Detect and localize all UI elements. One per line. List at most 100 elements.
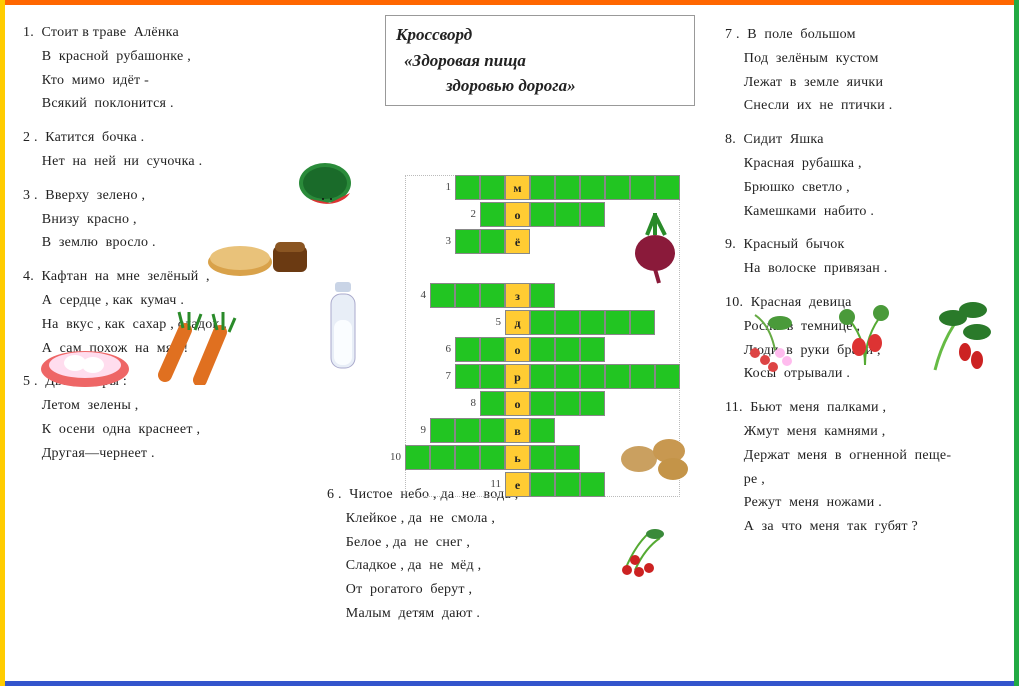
grid-cell[interactable] (630, 364, 655, 389)
grid-cell[interactable] (530, 418, 555, 443)
grid-cell[interactable] (430, 418, 455, 443)
key-cell[interactable]: в (505, 418, 530, 443)
grid-cell[interactable] (480, 229, 505, 254)
grid-cell[interactable] (530, 364, 555, 389)
grid-cell[interactable] (605, 364, 630, 389)
row-number: 3 (429, 229, 451, 254)
grid-cell[interactable] (555, 310, 580, 335)
grid-cell[interactable] (655, 364, 680, 389)
grid-cell[interactable] (480, 202, 505, 227)
key-cell[interactable]: ь (505, 445, 530, 470)
clue-line: Летом зелены , (23, 394, 323, 418)
clue-line: 11. Бьют меня палками , (725, 396, 995, 420)
clue-line: А за что меня так губят ? (725, 515, 995, 539)
clue: 7 . В поле большом Под зелёным кустом Ле… (725, 23, 995, 118)
grid-cell[interactable] (555, 445, 580, 470)
milk-icon (323, 280, 363, 375)
key-cell[interactable]: о (505, 391, 530, 416)
key-cell[interactable]: е (505, 472, 530, 497)
clue-line: Камешками набито . (725, 200, 995, 224)
grid-cell[interactable] (580, 472, 605, 497)
key-cell[interactable]: о (505, 337, 530, 362)
grid-cell[interactable] (480, 175, 505, 200)
grid-cell[interactable] (530, 310, 555, 335)
grid-cell[interactable] (605, 310, 630, 335)
row-number: 2 (454, 202, 476, 227)
clue: 9. Красный бычок На волоске привязан . (725, 233, 995, 281)
grid-cell[interactable] (530, 337, 555, 362)
grid-cell[interactable] (405, 445, 430, 470)
key-cell[interactable]: р (505, 364, 530, 389)
row-number: 10 (379, 445, 401, 470)
border-right (1014, 0, 1019, 686)
bread-icon (205, 230, 315, 280)
grid-cell[interactable] (455, 364, 480, 389)
grid-cell[interactable] (580, 202, 605, 227)
page: Кроссворд «Здоровая пища здоровью дорога… (5, 5, 1014, 681)
grid-cell[interactable] (580, 310, 605, 335)
row-number: 8 (454, 391, 476, 416)
key-cell[interactable]: ё (505, 229, 530, 254)
row-number: 11 (479, 472, 501, 497)
cranberries-icon (605, 520, 680, 585)
grid-cell[interactable] (555, 337, 580, 362)
grid-cell[interactable] (655, 175, 680, 200)
grid-cell[interactable] (605, 175, 630, 200)
rosehip-icon (915, 290, 1000, 385)
grid-cell[interactable] (480, 337, 505, 362)
grid-cell[interactable] (455, 229, 480, 254)
grid-cell[interactable] (480, 364, 505, 389)
clues-right: 7 . В поле большом Под зелёным кустом Ле… (725, 23, 995, 549)
grid-cell[interactable] (555, 391, 580, 416)
clue-line: Другая—чернеет . (23, 442, 323, 466)
grid-cell[interactable] (530, 391, 555, 416)
key-cell[interactable]: з (505, 283, 530, 308)
grid-cell[interactable] (480, 391, 505, 416)
grid-cell[interactable] (530, 472, 555, 497)
grid-cell[interactable] (630, 310, 655, 335)
grid-cell[interactable] (555, 472, 580, 497)
grid-cell[interactable] (455, 283, 480, 308)
grid-cell[interactable] (580, 175, 605, 200)
grid-cell[interactable] (455, 418, 480, 443)
title-line2: «Здоровая пища (396, 48, 684, 74)
grid-cell[interactable] (480, 418, 505, 443)
grid-cell[interactable] (455, 445, 480, 470)
grid-cell[interactable] (430, 445, 455, 470)
clue-line: На волоске привязан . (725, 257, 995, 281)
key-cell[interactable]: о (505, 202, 530, 227)
eggs-plate-icon (35, 335, 135, 390)
grid-cell[interactable] (530, 283, 555, 308)
row-number: 1 (429, 175, 451, 200)
grid-cell[interactable] (580, 337, 605, 362)
grid-cell[interactable] (555, 202, 580, 227)
strawberry-plant-icon (825, 295, 905, 385)
potatoes-icon (615, 425, 700, 485)
grid-cell[interactable] (580, 364, 605, 389)
grid-cell[interactable] (630, 175, 655, 200)
grid-cell[interactable] (580, 391, 605, 416)
clue: 11. Бьют меня палками , Жмут меня камням… (725, 396, 995, 539)
clue-line: 3 . Вверху зелено , (23, 184, 323, 208)
clue-line: 9. Красный бычок (725, 233, 995, 257)
grid-cell[interactable] (430, 283, 455, 308)
grid-cell[interactable] (530, 445, 555, 470)
title-line1: Кроссворд (396, 22, 684, 48)
grid-cell[interactable] (530, 175, 555, 200)
beet-icon (615, 205, 695, 285)
watermelon-icon (295, 155, 355, 205)
grid-cell[interactable] (455, 175, 480, 200)
grid-cell[interactable] (480, 445, 505, 470)
border-bottom (0, 681, 1019, 686)
clue-line: 7 . В поле большом (725, 23, 995, 47)
grid-cell[interactable] (480, 283, 505, 308)
grid-cell[interactable] (530, 202, 555, 227)
clue: 1. Стоит в траве Алёнка В красной рубашо… (23, 21, 323, 116)
clue-line: ре , (725, 468, 995, 492)
grid-cell[interactable] (555, 364, 580, 389)
key-cell[interactable]: м (505, 175, 530, 200)
grid-cell[interactable] (455, 337, 480, 362)
grid-cell[interactable] (555, 175, 580, 200)
key-cell[interactable]: д (505, 310, 530, 335)
clue-line: Лежат в земле яички (725, 71, 995, 95)
